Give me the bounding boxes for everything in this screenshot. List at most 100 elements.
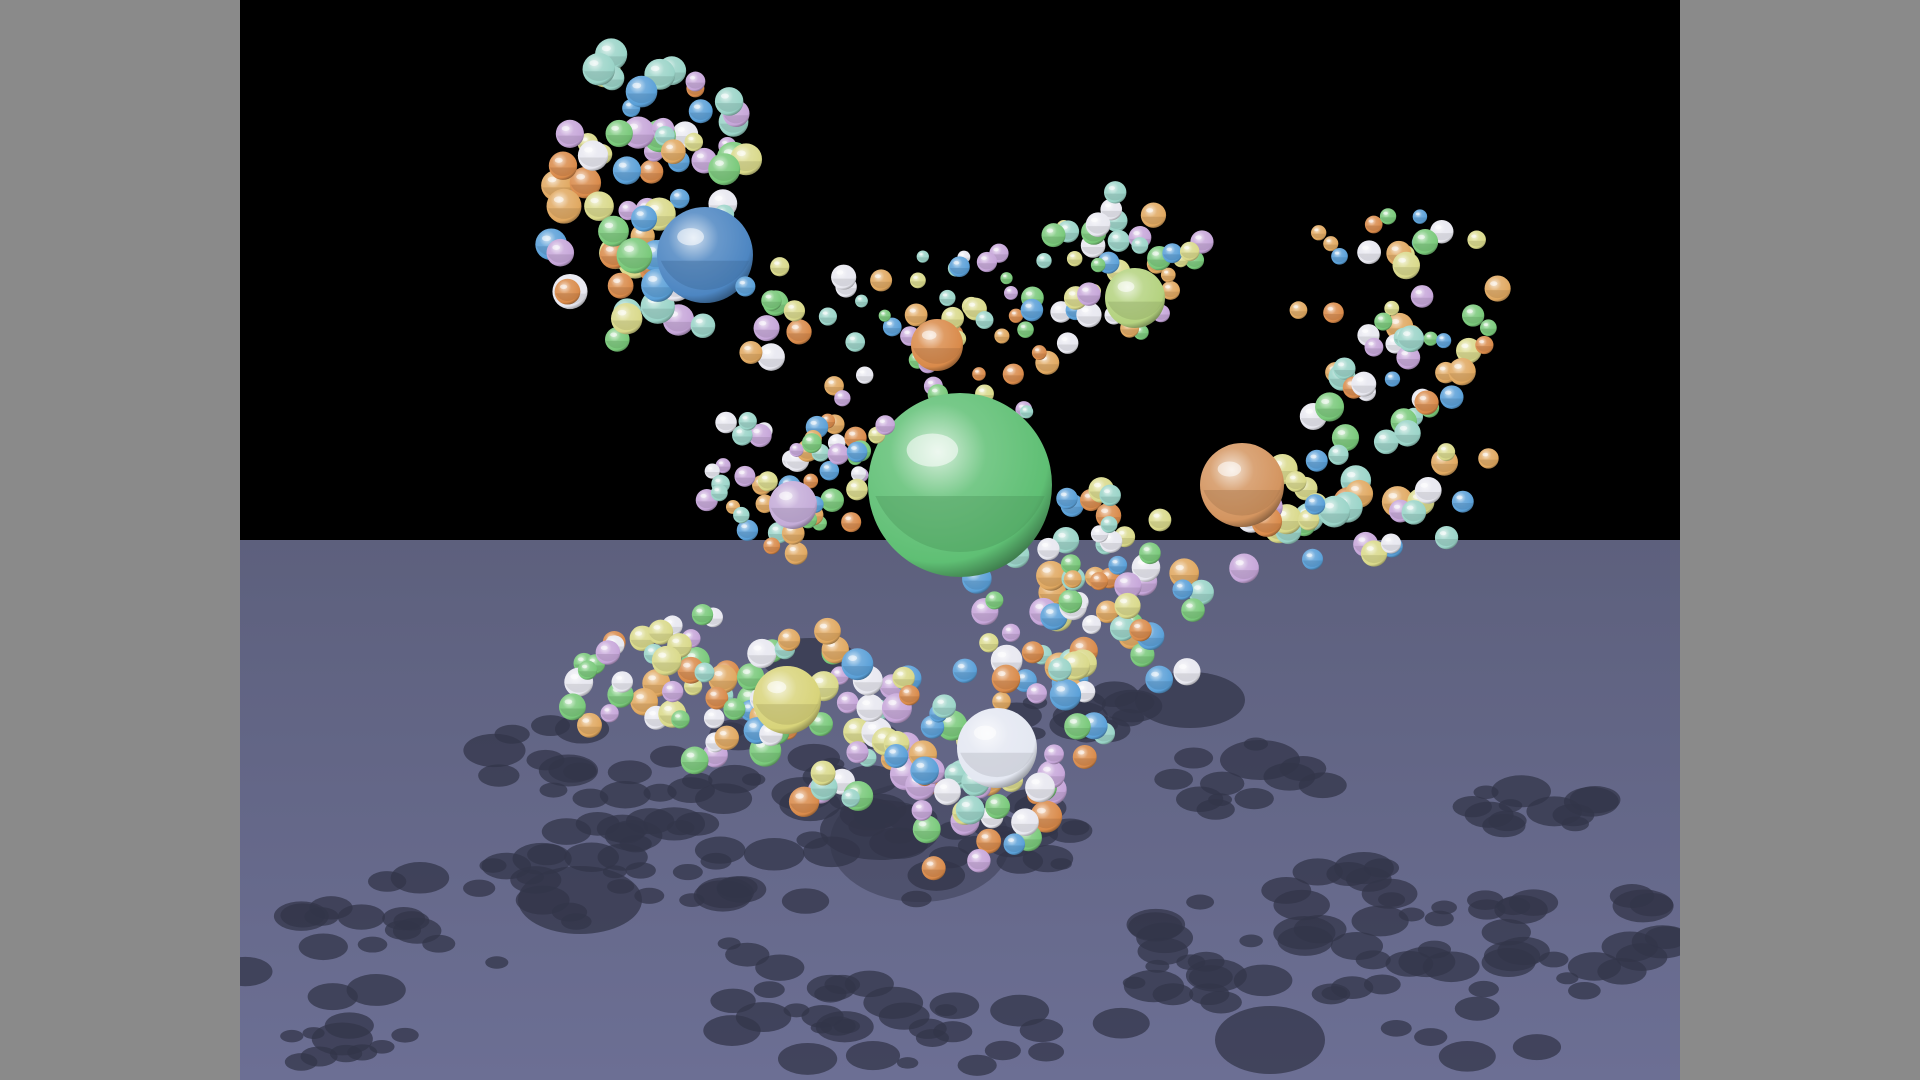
floor-shadow bbox=[302, 1027, 325, 1040]
floor-shadow bbox=[1568, 981, 1601, 1000]
floor-shadow bbox=[1330, 976, 1374, 1000]
floor-shadow bbox=[1563, 787, 1619, 817]
small-sphere bbox=[784, 541, 808, 565]
floor-shadow bbox=[280, 1029, 304, 1043]
floor-shadow bbox=[1330, 931, 1384, 961]
small-sphere bbox=[801, 433, 822, 454]
small-sphere bbox=[611, 671, 633, 693]
floor-shadow bbox=[781, 888, 830, 914]
floor-shadow bbox=[1438, 1040, 1496, 1072]
small-sphere bbox=[827, 443, 850, 465]
small-sphere bbox=[979, 633, 999, 653]
small-sphere bbox=[841, 512, 862, 533]
floor-shadow bbox=[1468, 980, 1499, 998]
small-sphere bbox=[1064, 713, 1091, 740]
floor-shadow bbox=[1556, 972, 1579, 985]
floor-shadow bbox=[1273, 889, 1330, 921]
small-sphere bbox=[814, 617, 841, 645]
small-sphere bbox=[1077, 282, 1101, 306]
small-sphere bbox=[899, 684, 920, 706]
main-sphere-yellow-green bbox=[1105, 268, 1165, 328]
small-sphere bbox=[994, 328, 1010, 344]
small-sphere bbox=[1179, 241, 1200, 262]
small-sphere bbox=[975, 311, 994, 330]
main-sphere-green bbox=[868, 393, 1052, 577]
small-sphere bbox=[685, 71, 706, 92]
floor-shadow bbox=[280, 903, 326, 928]
small-sphere bbox=[992, 692, 1011, 711]
small-sphere bbox=[820, 488, 844, 512]
small-sphere bbox=[1036, 560, 1066, 591]
small-sphere bbox=[1131, 237, 1149, 254]
small-sphere bbox=[763, 537, 781, 555]
small-sphere bbox=[1000, 272, 1013, 285]
small-sphere bbox=[1161, 280, 1180, 300]
floor-shadow bbox=[1233, 964, 1293, 997]
floor-shadow bbox=[1422, 951, 1480, 983]
small-sphere bbox=[770, 257, 790, 277]
small-sphere bbox=[910, 756, 939, 786]
main-sphere-shadow bbox=[820, 800, 940, 860]
floor-shadow bbox=[1028, 1042, 1065, 1062]
floor-shadow bbox=[863, 986, 924, 1019]
small-sphere bbox=[1095, 600, 1119, 624]
small-sphere bbox=[612, 156, 642, 185]
small-sphere bbox=[1331, 247, 1348, 265]
small-sphere bbox=[1145, 665, 1174, 694]
floor-shadow bbox=[1491, 775, 1551, 808]
small-sphere bbox=[710, 484, 728, 502]
small-sphere bbox=[555, 119, 585, 149]
small-sphere bbox=[577, 660, 598, 680]
small-sphere bbox=[651, 645, 682, 676]
floor-shadow bbox=[990, 994, 1050, 1027]
floor-shadow bbox=[1609, 884, 1655, 908]
small-sphere bbox=[1060, 554, 1081, 575]
small-sphere bbox=[703, 707, 725, 729]
small-sphere bbox=[1478, 448, 1499, 469]
small-sphere bbox=[1414, 390, 1439, 415]
floor-shadow bbox=[324, 1012, 374, 1039]
small-sphere bbox=[783, 300, 806, 322]
floor-shadow bbox=[1597, 958, 1647, 985]
small-sphere bbox=[909, 272, 926, 289]
small-sphere bbox=[1160, 267, 1176, 283]
small-sphere bbox=[753, 315, 780, 342]
small-sphere bbox=[1311, 225, 1327, 241]
small-sphere bbox=[1090, 257, 1106, 273]
small-sphere bbox=[704, 463, 720, 479]
small-sphere bbox=[671, 710, 690, 729]
floor-shadow bbox=[1498, 799, 1523, 812]
small-sphere bbox=[662, 680, 684, 703]
small-sphere bbox=[991, 664, 1021, 694]
floor-shadow bbox=[696, 877, 754, 909]
floor-shadow bbox=[643, 783, 677, 802]
small-sphere bbox=[607, 272, 634, 299]
floor-shadow bbox=[845, 1041, 901, 1071]
small-sphere bbox=[916, 250, 929, 263]
small-sphere bbox=[1304, 494, 1326, 515]
main-sphere-yellow bbox=[753, 666, 821, 734]
floor-shadow bbox=[337, 904, 385, 930]
small-sphere bbox=[1011, 808, 1039, 837]
floor-shadow bbox=[753, 981, 785, 998]
floor-shadow bbox=[1424, 910, 1454, 927]
small-sphere bbox=[955, 795, 985, 825]
floor-shadow bbox=[538, 754, 599, 787]
small-sphere bbox=[1397, 325, 1425, 353]
small-sphere bbox=[976, 251, 998, 273]
main-sphere-shadow bbox=[1220, 740, 1300, 780]
floor-shadow bbox=[743, 837, 805, 871]
small-sphere bbox=[1003, 833, 1026, 855]
small-sphere bbox=[939, 289, 956, 307]
small-sphere bbox=[892, 666, 915, 690]
small-sphere bbox=[1173, 658, 1201, 686]
small-sphere bbox=[1396, 345, 1421, 370]
small-sphere bbox=[631, 205, 658, 232]
floor-shadow bbox=[901, 890, 932, 908]
floor-shadow bbox=[1111, 709, 1145, 727]
small-sphere bbox=[810, 760, 836, 786]
small-sphere bbox=[1315, 392, 1345, 422]
main-sphere-shadow bbox=[518, 866, 642, 934]
small-sphere bbox=[789, 442, 804, 457]
small-sphere bbox=[934, 778, 961, 806]
